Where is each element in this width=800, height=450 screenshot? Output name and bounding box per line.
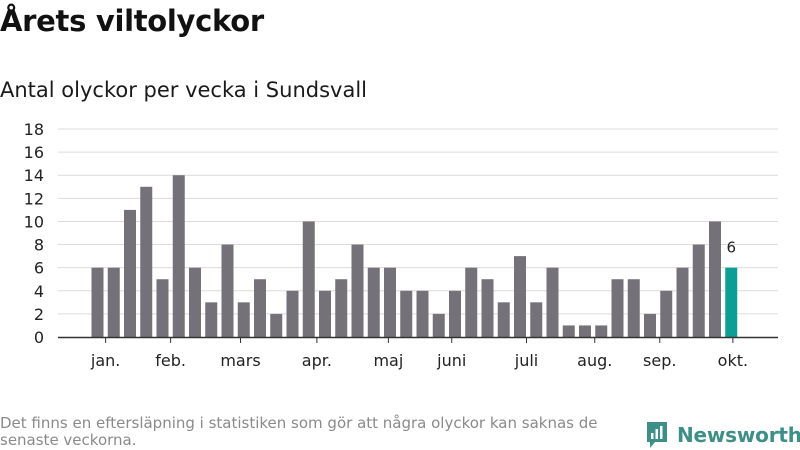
newsworthy-logo-icon [647,422,667,448]
bar [205,302,218,337]
y-tick-label: 18 [24,120,44,139]
bar [335,279,348,337]
bar [627,279,640,337]
x-axis-ticks: jan. feb. mars apr. maj juni juli aug. sep. okt. [90,337,748,370]
bar [221,244,234,337]
bar [286,290,299,337]
y-tick-label: 0 [34,328,44,347]
chart-subtitle: Antal olyckor per vecka i Sundsvall [0,78,367,102]
bar [546,267,559,337]
y-tick-label: 2 [34,305,44,324]
bar [644,313,656,337]
bar [595,325,608,337]
y-tick-label: 12 [24,189,44,208]
bar [172,175,185,337]
chart-title: Årets viltolyckor [0,4,264,38]
y-tick-label: 6 [34,259,44,278]
bar [237,302,250,337]
x-tick-label: feb. [155,351,186,370]
x-tick-label: aug. [577,351,612,370]
bar [189,267,201,337]
bar [432,313,445,337]
bar-highlight [725,267,738,337]
bar [660,290,673,337]
bar [416,290,429,337]
highlight-value-label: 6 [726,239,736,257]
brand-name: Newsworthy [677,423,800,447]
bar [400,290,413,337]
bar [579,325,591,337]
bar [254,279,266,337]
bar [497,302,510,337]
brand-logo[interactable]: Newsworthy [645,420,800,450]
bar [530,302,543,337]
y-tick-label: 16 [24,143,44,162]
bar [367,267,380,337]
bar [611,279,624,337]
bar [124,209,136,337]
bar [107,267,120,337]
bar [302,221,315,337]
bar [384,267,396,337]
bar [351,244,364,337]
x-tick-label: apr. [302,351,332,370]
bar [270,313,283,337]
y-tick-label: 14 [24,166,44,185]
bar [465,267,478,337]
bar [481,279,494,337]
bar [709,221,721,337]
footnote: Det finns en eftersläpning i statistiken… [0,414,598,449]
x-tick-label: juni [436,351,466,370]
x-tick-label: sep. [643,351,676,370]
bar [319,290,331,337]
bars [91,175,738,337]
y-axis-ticks: 0 2 4 6 8 10 12 14 16 18 [24,120,44,347]
bar [676,267,689,337]
bar [140,186,153,337]
x-tick-label: jan. [90,351,120,370]
bar [91,267,104,337]
x-tick-label: maj [373,351,403,370]
bar [156,279,169,337]
bar [514,256,526,337]
y-tick-label: 4 [34,282,44,301]
bar [449,290,461,337]
x-tick-label: juli [514,351,538,370]
bar [562,325,575,337]
bar [692,244,705,337]
y-tick-label: 8 [34,236,44,255]
y-tick-label: 10 [24,212,44,231]
x-tick-label: mars [220,351,260,370]
x-tick-label: okt. [718,351,748,370]
